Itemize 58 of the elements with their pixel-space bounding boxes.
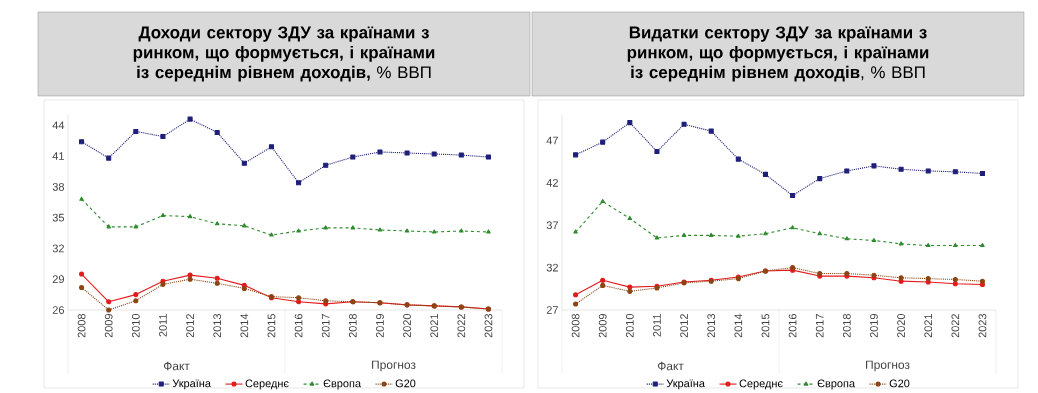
y-tick-label: 38 (52, 183, 64, 191)
x-tick-label: 2016 (788, 314, 797, 338)
x-tick-label: 2009 (598, 314, 607, 338)
x-tick-label: 2008 (571, 314, 580, 338)
y-tick-label: 41 (52, 152, 64, 160)
y-tick-label: 47 (546, 136, 558, 145)
y-tick-label: 35 (52, 213, 65, 222)
text: Прогноз (866, 360, 910, 372)
legend-label: Європа (323, 379, 362, 390)
x-tick-label: 2008 (77, 314, 86, 338)
legend-label: Середнє (739, 379, 783, 390)
x-tick-label: 2016 (294, 314, 303, 338)
x-tick-label: 2010 (625, 314, 634, 338)
y-tick-label: 37 (546, 221, 558, 230)
x-tick-label: 2019 (870, 314, 878, 338)
x-tick-label: 2019 (376, 314, 384, 338)
x-tick-label: 2014 (240, 314, 249, 338)
y-tick-label: 32 (52, 244, 64, 253)
legend-label: G20 (395, 379, 416, 388)
x-tick-label: 2013 (707, 314, 716, 338)
x-tick-label: 2015 (267, 314, 276, 338)
x-tick-label: 2015 (761, 314, 770, 338)
legend-label: G20 (889, 379, 910, 388)
x-tick-label: 2017 (815, 314, 824, 338)
y-tick-label: 42 (546, 179, 558, 187)
x-tick-label: 2021 (430, 314, 439, 338)
x-tick-label: 2023 (484, 314, 493, 338)
y-tick-label: 26 (52, 306, 64, 315)
x-tick-label: 2023 (978, 314, 987, 338)
chart-title: Видатки сектору ЗДУ за країнами з ринком, що формується, і країнами із середнім рівнем доходів, % ВВП (627, 26, 929, 82)
legend-label: Україна (172, 379, 211, 390)
x-tick-label: 2011 (653, 314, 661, 337)
y-tick-label: 44 (52, 121, 65, 130)
x-tick-label: 2021 (924, 314, 933, 338)
legend-label: Європа (817, 379, 856, 390)
x-tick-label: 2014 (734, 314, 743, 338)
x-tick-label: 2012 (186, 314, 194, 338)
text: Факт (163, 361, 190, 371)
x-tick-label: 2017 (321, 314, 330, 338)
legend-label: Україна (666, 379, 705, 390)
x-tick-label: 2020 (897, 314, 905, 338)
x-tick-label: 2020 (403, 314, 411, 338)
chart-title: Доходи сектору ЗДУ за країнами з ринком, що формується, і країнами із середнім рівнем доходів, % ВВП (133, 26, 435, 82)
x-tick-label: 2009 (104, 314, 113, 338)
y-tick-label: 32 (546, 263, 558, 272)
x-tick-label: 2022 (457, 314, 466, 338)
x-tick-label: 2013 (213, 314, 222, 338)
legend-label: Середнє (245, 379, 289, 390)
text: Прогноз (372, 360, 416, 372)
x-tick-label: 2010 (131, 314, 140, 338)
x-tick-label: 2018 (842, 314, 851, 338)
y-tick-label: 29 (52, 275, 64, 284)
x-tick-label: 2011 (159, 314, 167, 337)
x-tick-label: 2022 (951, 314, 960, 338)
y-tick-label: 27 (546, 306, 558, 314)
text: Факт (657, 361, 684, 371)
x-tick-label: 2018 (348, 314, 357, 338)
x-tick-label: 2012 (680, 314, 688, 338)
